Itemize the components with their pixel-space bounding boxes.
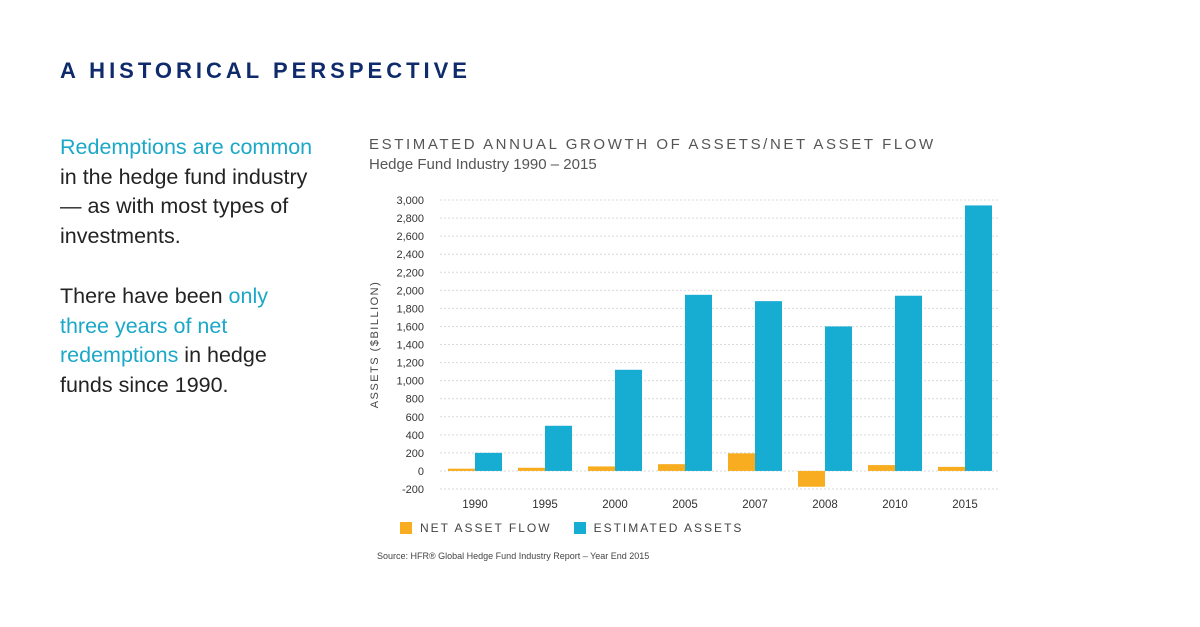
bar-estimated-assets <box>475 452 502 471</box>
bar-estimated-assets <box>685 294 712 471</box>
bar-net-asset-flow <box>938 466 965 471</box>
y-tick-label: 800 <box>406 394 424 406</box>
intro-text: Redemptions are common in the hedge fund… <box>60 133 320 431</box>
x-tick-label: 1995 <box>532 499 558 511</box>
y-tick-label: 3,000 <box>396 195 424 207</box>
intro-highlight-1: Redemptions are common <box>60 135 313 159</box>
legend-swatch-estimated-assets <box>573 522 586 534</box>
x-tick-label: 2008 <box>812 499 838 511</box>
y-tick-label: 400 <box>406 430 424 442</box>
intro-highlight-2: only three years of net redemptions <box>60 284 268 367</box>
y-tick-label: 2,600 <box>396 231 424 243</box>
bar-net-asset-flow <box>518 467 545 471</box>
intro-text-2a: There have been <box>60 284 229 308</box>
x-tick-label: 2000 <box>602 499 628 511</box>
y-tick-label: 1,200 <box>396 358 424 370</box>
bar-net-asset-flow <box>798 470 825 487</box>
y-tick-label: 1,600 <box>396 321 424 333</box>
bar-net-asset-flow <box>868 465 895 471</box>
y-axis-label: ASSETS ($BILLION) <box>369 281 381 409</box>
y-tick-label: 2,000 <box>396 285 424 297</box>
x-tick-label: 2010 <box>882 499 908 511</box>
source-note: Source: HFR® Global Hedge Fund Industry … <box>377 551 650 561</box>
legend-label-net-asset-flow: NET ASSET FLOW <box>420 521 552 535</box>
x-tick-label: 2007 <box>742 499 768 511</box>
x-tick-label: 2015 <box>952 499 978 511</box>
bar-estimated-assets <box>965 205 992 471</box>
intro-text-1: in the hedge fund industry — as with mos… <box>60 164 308 248</box>
bar-net-asset-flow <box>448 468 475 471</box>
bar-estimated-assets <box>755 301 782 471</box>
y-tick-label: 2,400 <box>396 249 424 261</box>
legend-item-estimated-assets: ESTIMATED ASSETS <box>573 521 744 535</box>
legend-item-net-asset-flow: NET ASSET FLOW <box>400 521 552 535</box>
intro-paragraph-1: Redemptions are common in the hedge fund… <box>60 133 320 251</box>
legend-swatch-net-asset-flow <box>400 522 412 534</box>
bar-estimated-assets <box>825 326 852 471</box>
x-tick-label: 2005 <box>672 499 698 511</box>
bar-chart: -200 0 200 400 600 800 1,000 1,200 1,400 1,600 1,8… <box>369 195 1000 511</box>
bar-estimated-assets <box>545 425 572 471</box>
x-tick-label: 1990 <box>462 499 488 511</box>
y-tick-label: 200 <box>406 448 424 460</box>
y-tick-label: 600 <box>406 412 424 424</box>
chart-legend: NET ASSET FLOW ESTIMATED ASSETS <box>400 521 765 535</box>
intro-text-2b: in hedge funds since 1990. <box>60 343 267 397</box>
y-tick-label: 2,800 <box>396 213 424 225</box>
page-title: A HISTORICAL PERSPECTIVE <box>60 58 471 83</box>
bar-estimated-assets <box>895 295 922 471</box>
legend-label-estimated-assets: ESTIMATED ASSETS <box>593 521 744 535</box>
y-tick-label: 0 <box>418 466 424 478</box>
chart-subtitle: Hedge Fund Industry 1990 – 2015 <box>369 156 597 173</box>
chart-title: ESTIMATED ANNUAL GROWTH OF ASSETS/NET AS… <box>369 136 936 153</box>
y-tick-label: 1,000 <box>396 376 424 388</box>
bar-net-asset-flow <box>658 464 685 471</box>
intro-paragraph-2: There have been only three years of net … <box>60 282 320 400</box>
bar-net-asset-flow <box>588 466 615 471</box>
bar-net-asset-flow <box>728 453 755 471</box>
y-tick-label: 1,400 <box>396 340 424 352</box>
bar-estimated-assets <box>615 369 642 471</box>
y-tick-label: -200 <box>402 484 424 496</box>
y-tick-label: 1,800 <box>396 303 424 315</box>
y-tick-label: 2,200 <box>396 267 424 279</box>
